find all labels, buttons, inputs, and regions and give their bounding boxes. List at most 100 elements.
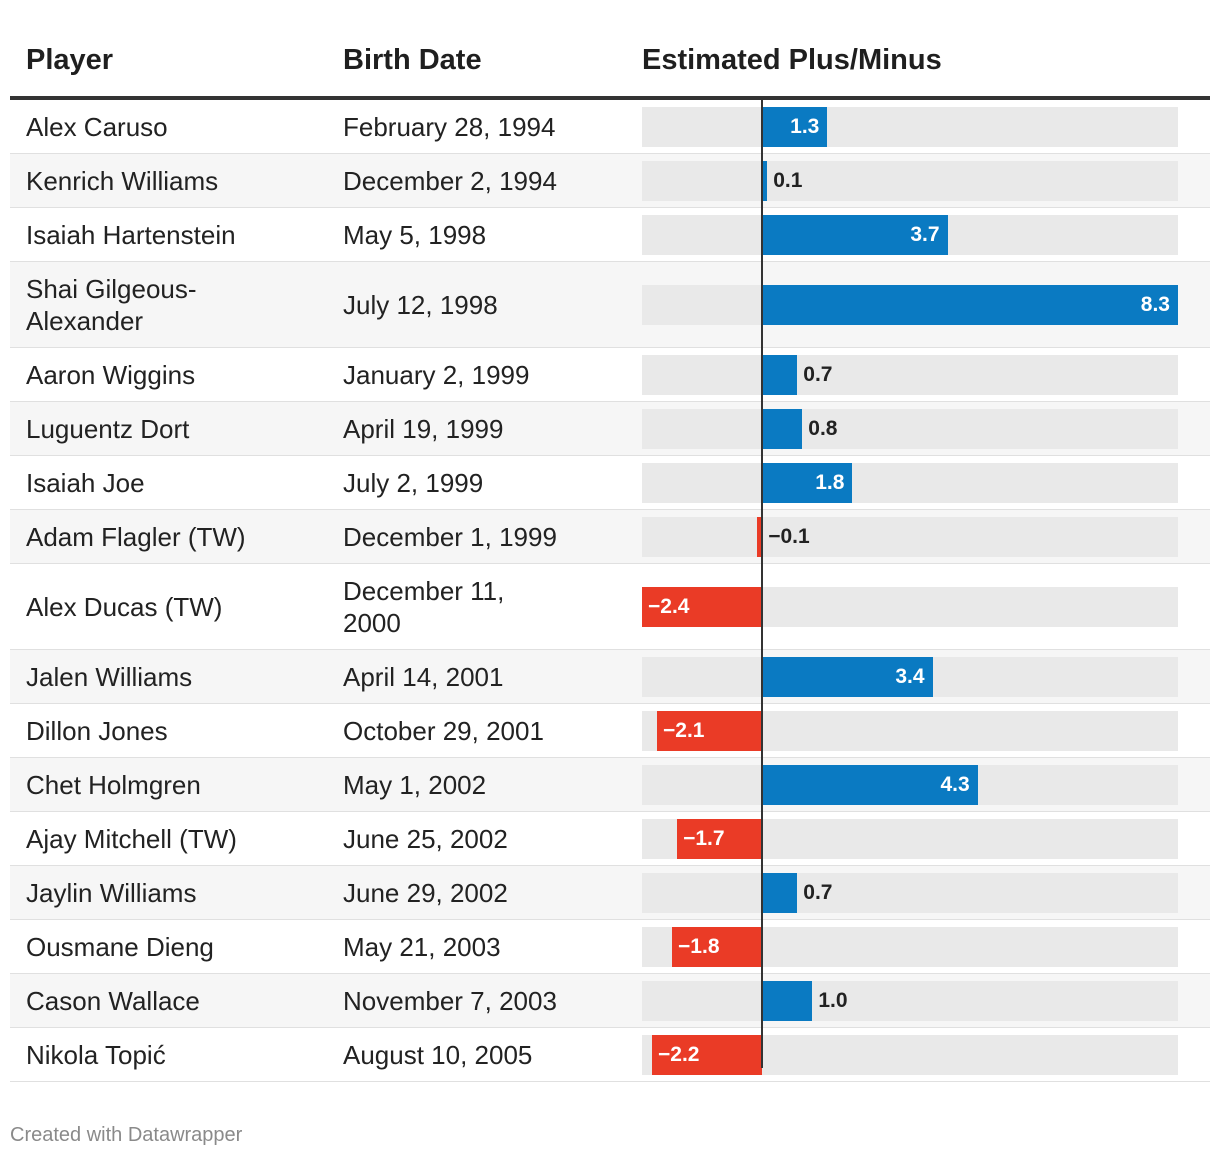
birth-date: June 25, 2002: [343, 823, 508, 854]
player-name: Kenrich Williams: [26, 165, 219, 196]
bar-value-label: −2.2: [658, 1043, 700, 1066]
player-name: Chet Holmgren: [26, 769, 201, 800]
bar-value-label: 1.8: [815, 471, 845, 494]
footer-credit[interactable]: Created with Datawrapper: [10, 1124, 243, 1146]
bar[interactable]: [762, 107, 828, 147]
bar[interactable]: [677, 819, 763, 859]
birth-date: May 21, 2003: [343, 931, 501, 962]
player-name: Shai Gilgeous-Alexander: [26, 273, 197, 336]
bar-value-label: 3.4: [895, 665, 925, 688]
birth-date: November 7, 2003: [343, 985, 557, 1016]
table-body: Alex Caruso February 28, 1994 1.3 Kenrich W…: [10, 100, 1210, 1082]
birth-date: August 10, 2005: [343, 1039, 533, 1070]
bar[interactable]: [762, 981, 813, 1021]
bar-value-label: −1.7: [683, 827, 725, 850]
table-row: Isaiah Hartenstein May 5, 1998 3.7: [10, 208, 1210, 262]
bar-track: [642, 981, 1178, 1021]
table-row: Jalen Williams April 14, 2001 3.4: [10, 650, 1210, 704]
bar-value-label: 0.7: [803, 881, 833, 904]
bar[interactable]: [657, 711, 763, 751]
birth-date: July 12, 1998: [343, 289, 498, 320]
table-row: Kenrich Williams December 2, 1994 0.1: [10, 154, 1210, 208]
birth-date: December 2, 1994: [343, 165, 557, 196]
bar-value-label: 0.1: [773, 169, 803, 192]
player-name: Jalen Williams: [26, 661, 193, 692]
birth-date: February 28, 1994: [343, 111, 556, 142]
bar-track: [642, 463, 1178, 503]
birth-date: May 1, 2002: [343, 769, 487, 800]
player-name: Luguentz Dort: [26, 413, 190, 444]
bar-value-label: −1.8: [678, 935, 720, 958]
player-name: Alex Ducas (TW): [26, 591, 223, 622]
birth-date: April 19, 1999: [343, 413, 504, 444]
bar-value-label: 4.3: [940, 773, 970, 796]
bar-value-label: 1.0: [818, 989, 848, 1012]
table-row: Ousmane Dieng May 21, 2003 −1.8: [10, 920, 1210, 974]
player-name: Adam Flagler (TW): [26, 521, 246, 552]
table-row: Cason Wallace November 7, 2003 1.0: [10, 974, 1210, 1028]
bar[interactable]: [762, 765, 978, 805]
table-header: Player Birth Date Estimated Plus/Minus: [10, 0, 1210, 100]
table-row: Alex Ducas (TW) December 11, 2000 −2.4: [10, 564, 1210, 650]
birth-date: April 14, 2001: [343, 661, 504, 692]
zero-line: [761, 100, 764, 1068]
bar-value-label: −2.1: [663, 719, 705, 742]
bar[interactable]: [757, 517, 763, 557]
bar-track: [642, 107, 1178, 147]
birth-date: December 1, 1999: [343, 521, 557, 552]
bar-value-label: 8.3: [1140, 293, 1170, 316]
bar[interactable]: [652, 1035, 763, 1075]
bar-track: [642, 161, 1178, 201]
bar-value-label: 3.7: [910, 223, 940, 246]
bar[interactable]: [762, 873, 798, 913]
table-row: Isaiah Joe July 2, 1999 1.8: [10, 456, 1210, 510]
player-name: Aaron Wiggins: [26, 359, 196, 390]
bar-value-label: 0.8: [808, 417, 838, 440]
player-name: Ousmane Dieng: [26, 931, 214, 962]
bar-value-label: 0.7: [803, 363, 833, 386]
bar[interactable]: [672, 927, 763, 967]
table-row: Luguentz Dort April 19, 1999 0.8: [10, 402, 1210, 456]
bar-value-label: −0.1: [768, 525, 810, 548]
birth-date: June 29, 2002: [343, 877, 508, 908]
birth-date: October 29, 2001: [343, 715, 544, 746]
header-epm[interactable]: Estimated Plus/Minus: [642, 44, 942, 76]
birth-date: January 2, 1999: [343, 359, 530, 390]
bar[interactable]: [762, 285, 1178, 325]
table-row: Aaron Wiggins January 2, 1999 0.7: [10, 348, 1210, 402]
bar[interactable]: [642, 587, 763, 627]
birth-date: December 11, 2000: [343, 575, 505, 638]
player-name: Nikola Topić: [26, 1039, 166, 1070]
header-birth-date[interactable]: Birth Date: [343, 44, 482, 76]
table-row: Alex Caruso February 28, 1994 1.3: [10, 100, 1210, 154]
table-row: Ajay Mitchell (TW) June 25, 2002 −1.7: [10, 812, 1210, 866]
bar[interactable]: [762, 409, 803, 449]
player-name: Ajay Mitchell (TW): [26, 823, 237, 854]
table-row: Jaylin Williams June 29, 2002 0.7: [10, 866, 1210, 920]
table-row: Dillon Jones October 29, 2001 −2.1: [10, 704, 1210, 758]
player-name: Dillon Jones: [26, 715, 168, 746]
table-row: Chet Holmgren May 1, 2002 4.3: [10, 758, 1210, 812]
bar-track: [642, 517, 1178, 557]
bar-track: [642, 409, 1178, 449]
table-row: Nikola Topić August 10, 2005 −2.2: [10, 1028, 1210, 1082]
bar[interactable]: [762, 463, 853, 503]
birth-date: May 5, 1998: [343, 219, 487, 250]
bar[interactable]: [762, 161, 768, 201]
birth-date: July 2, 1999: [343, 467, 484, 498]
header-player[interactable]: Player: [26, 44, 114, 76]
bar-value-label: −2.4: [648, 595, 690, 618]
bar[interactable]: [762, 657, 933, 697]
bar[interactable]: [762, 215, 948, 255]
table-row: Adam Flagler (TW) December 1, 1999 −0.1: [10, 510, 1210, 564]
bar[interactable]: [762, 355, 798, 395]
bar-track: [642, 873, 1178, 913]
data-table: Player Birth Date Estimated Plus/Minus A…: [10, 0, 1210, 1082]
bar-value-label: 1.3: [790, 115, 820, 138]
player-name: Isaiah Hartenstein: [26, 219, 236, 250]
player-name: Jaylin Williams: [26, 877, 197, 908]
bar-track: [642, 355, 1178, 395]
table-row: Shai Gilgeous-Alexander July 12, 1998 8.3: [10, 262, 1210, 348]
player-name: Isaiah Joe: [26, 467, 145, 498]
player-name: Alex Caruso: [26, 111, 168, 142]
